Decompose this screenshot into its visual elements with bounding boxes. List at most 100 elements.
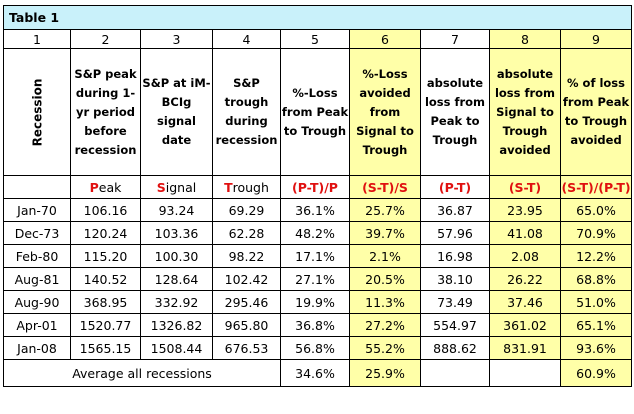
abs-loss-value: 57.96 (420, 221, 490, 245)
column-number: 3 (140, 29, 213, 49)
abs-avoided-value: 26.22 (489, 267, 561, 291)
table-row: Aug-81 140.52 128.64 102.42 27.1% 20.5% 38.10 2… (3, 267, 633, 291)
signal-value: 100.30 (140, 244, 213, 268)
abs-loss-value: 73.49 (420, 290, 490, 314)
peak-value: 140.52 (70, 267, 141, 291)
recession-date: Apr-01 (3, 313, 71, 337)
header-pct-avoided: %-Loss avoided from Signal to Trough (349, 48, 421, 176)
header-recession: Recession (3, 48, 71, 176)
trough-value: 965.80 (212, 313, 281, 337)
trough-value: 62.28 (212, 221, 281, 245)
abs-avoided-value: 41.08 (489, 221, 561, 245)
pct-of-loss-value: 65.0% (559, 198, 633, 222)
trough-value: 295.46 (212, 290, 281, 314)
abbr-trough: Trough (212, 175, 281, 199)
pct-loss-value: 48.2% (280, 221, 350, 245)
peak-value: 120.24 (70, 221, 141, 245)
signal-value: 103.36 (140, 221, 213, 245)
abs-avoided-value: 361.02 (489, 313, 561, 337)
peak-value: 1520.77 (70, 313, 141, 337)
abbreviation-row: Peak Signal Trough (P-T)/P (S-T)/S (P-T)… (3, 175, 633, 199)
peak-value: 115.20 (70, 244, 141, 268)
pct-of-loss-value: 65.1% (559, 313, 633, 337)
abbr-peak-rest: eak (98, 179, 122, 195)
pct-avoided-value: 39.7% (349, 221, 421, 245)
abbr-abs-loss: (P-T) (420, 175, 490, 199)
pct-avoided-value: 25.7% (349, 198, 421, 222)
average-pct-loss: 34.6% (280, 359, 350, 387)
table-title: Table 1 (2, 5, 633, 30)
header-pct-loss: %-Loss from Peak to Trough (280, 48, 350, 176)
pct-avoided-value: 2.1% (349, 244, 421, 268)
column-number: 7 (420, 29, 490, 49)
abbr-signal: Signal (140, 175, 213, 199)
signal-value: 1508.44 (140, 336, 213, 360)
recession-date: Feb-80 (3, 244, 71, 268)
pct-loss-value: 19.9% (280, 290, 350, 314)
column-number: 2 (70, 29, 141, 49)
abbr-peak: Peak (70, 175, 141, 199)
column-number: 9 (559, 29, 633, 49)
abs-loss-value: 888.62 (420, 336, 490, 360)
table-row: Aug-90 368.95 332.92 295.46 19.9% 11.3% 73.49 3… (3, 290, 633, 314)
header-trough: S&P trough during recession (212, 48, 281, 176)
column-number-row: 1 2 3 4 5 6 7 8 9 (3, 29, 633, 49)
recession-date: Aug-81 (3, 267, 71, 291)
data-body: Jan-70 106.16 93.24 69.29 36.1% 25.7% 36.87 23.… (3, 198, 633, 360)
pct-loss-value: 36.8% (280, 313, 350, 337)
pct-loss-value: 36.1% (280, 198, 350, 222)
header-peak: S&P peak during 1-yr period before reces… (70, 48, 141, 176)
average-row: Average all recessions 34.6% 25.9% 60.9% (3, 359, 633, 387)
pct-avoided-value: 20.5% (349, 267, 421, 291)
recession-date: Jan-08 (3, 336, 71, 360)
trough-value: 102.42 (212, 267, 281, 291)
table-row: Jan-70 106.16 93.24 69.29 36.1% 25.7% 36.87 23.… (3, 198, 633, 222)
header-pct-of-loss: % of loss from Peak to Trough avoided (559, 48, 633, 176)
average-empty (489, 359, 561, 387)
pct-loss-value: 27.1% (280, 267, 350, 291)
pct-loss-value: 56.8% (280, 336, 350, 360)
average-label: Average all recessions (3, 359, 281, 387)
column-number: 4 (212, 29, 281, 49)
signal-value: 332.92 (140, 290, 213, 314)
abbr-pct-loss: (P-T)/P (280, 175, 350, 199)
abs-avoided-value: 23.95 (489, 198, 561, 222)
trough-value: 69.29 (212, 198, 281, 222)
table-row: Dec-73 120.24 103.36 62.28 48.2% 39.7% 57.96 41… (3, 221, 633, 245)
header-abs-avoided: absolute loss from Signal to Trough avoi… (489, 48, 561, 176)
pct-loss-value: 17.1% (280, 244, 350, 268)
abs-avoided-value: 831.91 (489, 336, 561, 360)
abs-loss-value: 38.10 (420, 267, 490, 291)
peak-value: 368.95 (70, 290, 141, 314)
recession-date: Aug-90 (3, 290, 71, 314)
pct-of-loss-value: 68.8% (559, 267, 633, 291)
recession-table: Table 1 1 2 3 4 5 6 7 8 9 Recession S&P … (2, 5, 633, 387)
column-number: 5 (280, 29, 350, 49)
recession-date: Jan-70 (3, 198, 71, 222)
table-row: Apr-01 1520.77 1326.82 965.80 36.8% 27.2% 554.… (3, 313, 633, 337)
abs-loss-value: 36.87 (420, 198, 490, 222)
header-recession-label: Recession (30, 78, 45, 146)
abbr-signal-rest: ignal (165, 179, 197, 195)
header-abs-loss: absolute loss from Peak to Trough (420, 48, 490, 176)
column-number: 1 (3, 29, 71, 49)
trough-value: 676.53 (212, 336, 281, 360)
signal-value: 93.24 (140, 198, 213, 222)
peak-value: 106.16 (70, 198, 141, 222)
pct-of-loss-value: 93.6% (559, 336, 633, 360)
peak-value: 1565.15 (70, 336, 141, 360)
pct-of-loss-value: 12.2% (559, 244, 633, 268)
abbr-pct-of-loss: (S-T)/(P-T) (559, 175, 633, 199)
abs-loss-value: 554.97 (420, 313, 490, 337)
recession-date: Dec-73 (3, 221, 71, 245)
pct-avoided-value: 11.3% (349, 290, 421, 314)
abbr-empty (3, 175, 71, 199)
pct-avoided-value: 55.2% (349, 336, 421, 360)
title-row: Table 1 (2, 5, 633, 30)
header-row: Recession S&P peak during 1-yr period be… (3, 48, 633, 176)
abbr-trough-rest: rough (232, 179, 269, 195)
abbr-signal-initial: S (156, 179, 166, 195)
abs-loss-value: 16.98 (420, 244, 490, 268)
signal-value: 1326.82 (140, 313, 213, 337)
abbr-pct-avoided: (S-T)/S (349, 175, 421, 199)
